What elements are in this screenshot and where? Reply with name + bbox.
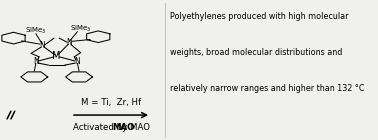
Text: N: N: [39, 41, 45, 50]
Text: N: N: [33, 57, 39, 66]
Text: M = Ti,  Zr, Hf: M = Ti, Zr, Hf: [81, 98, 141, 107]
Text: SiMe$_3$: SiMe$_3$: [70, 24, 91, 34]
Text: N: N: [67, 38, 72, 47]
Text: M: M: [53, 51, 61, 61]
Text: weights, broad molecular distributions and: weights, broad molecular distributions a…: [170, 48, 342, 57]
Text: Activated by MAO: Activated by MAO: [73, 123, 150, 132]
Text: SiMe$_3$: SiMe$_3$: [25, 26, 46, 36]
Text: MAO: MAO: [112, 123, 134, 132]
Text: N: N: [74, 57, 80, 66]
Text: Polyethylenes produced with high molecular: Polyethylenes produced with high molecul…: [170, 12, 349, 21]
Text: relatively narrow ranges and higher than 132 °C: relatively narrow ranges and higher than…: [170, 84, 365, 93]
